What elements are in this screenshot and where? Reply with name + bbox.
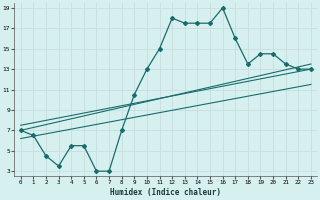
X-axis label: Humidex (Indice chaleur): Humidex (Indice chaleur) (110, 188, 221, 197)
